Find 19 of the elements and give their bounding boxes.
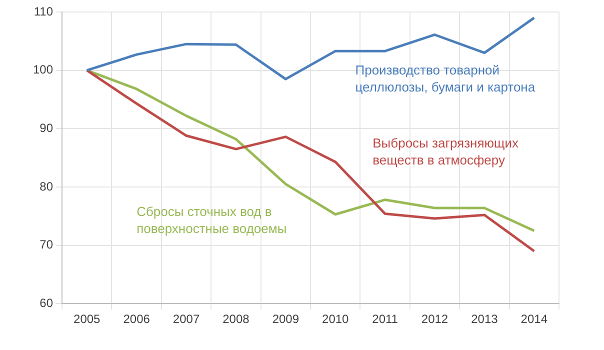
series-label: Производство товарной целлюлозы, бумаги и картона <box>355 62 536 95</box>
y-tick-label: 60 <box>40 296 54 310</box>
y-tick-label: 110 <box>34 4 54 18</box>
series-label: Сбросы сточных вод в поверхностные водоемы <box>136 204 287 236</box>
y-tick-label: 90 <box>40 120 54 135</box>
x-tick-label: 2009 <box>272 312 300 326</box>
y-tick-label: 100 <box>32 62 54 77</box>
x-tick-label: 2014 <box>520 312 548 326</box>
x-tick-label: 2011 <box>372 312 398 326</box>
x-tick-label: 2013 <box>471 312 498 326</box>
series-label: Выбросы загрязняющих веществ в атмосферу <box>372 135 519 168</box>
x-tick-label: 2012 <box>421 312 448 326</box>
x-tick-label: 2007 <box>172 312 200 326</box>
x-tick-label: 2006 <box>123 312 150 326</box>
x-tick-label: 2010 <box>322 312 350 326</box>
x-tick-label: 2008 <box>222 312 250 326</box>
x-tick-label: 2005 <box>74 312 101 326</box>
y-tick-label: 70 <box>40 238 54 252</box>
y-tick-label: 80 <box>40 179 54 194</box>
